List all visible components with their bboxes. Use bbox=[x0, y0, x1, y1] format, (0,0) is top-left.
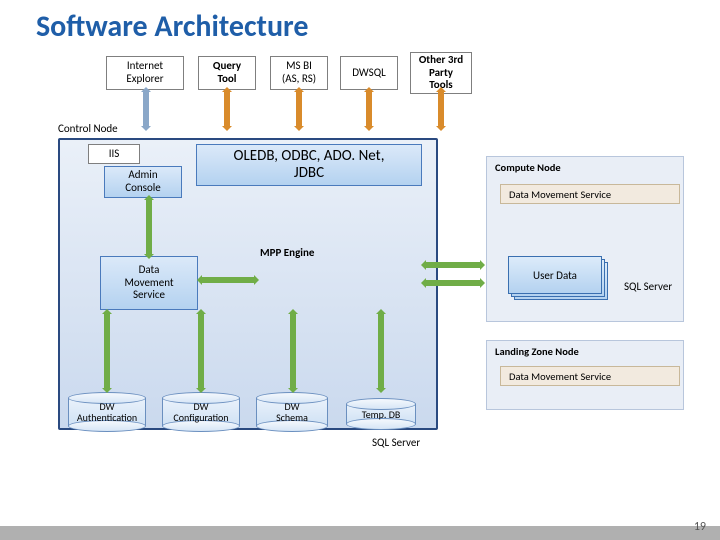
landing-dms-bar: Data Movement Service bbox=[500, 366, 680, 386]
page-title: Software Architecture bbox=[36, 8, 309, 45]
cylinder-1: DWConfiguration bbox=[162, 392, 240, 432]
data-api-label: OLEDB, ODBC, ADO. Net,JDBC bbox=[234, 148, 385, 183]
mpp-engine-label: MPP Engine bbox=[260, 246, 314, 259]
client-arrow-4 bbox=[436, 92, 446, 126]
cylinder-3: Temp. DB bbox=[346, 398, 416, 430]
client-arrow-3 bbox=[364, 92, 374, 126]
cylinder-0: DWAuthentication bbox=[68, 392, 146, 432]
client-box-1: QueryTool bbox=[198, 56, 256, 90]
control-node-label: Control Node bbox=[58, 122, 118, 135]
landing-node-label: Landing Zone Node bbox=[495, 345, 579, 358]
footer-bar bbox=[0, 526, 720, 540]
cyl-arrow-0 bbox=[102, 314, 112, 388]
compute-sql-label: SQL Server bbox=[624, 280, 672, 293]
dms-box: DataMovementService bbox=[100, 256, 198, 310]
cyl-arrow-2 bbox=[288, 314, 298, 388]
dms-label: DataMovementService bbox=[124, 264, 173, 302]
client-arrow-2 bbox=[294, 92, 304, 126]
arrow-mpp-compute bbox=[426, 260, 480, 270]
data-api-box: OLEDB, ODBC, ADO. Net,JDBC bbox=[196, 144, 422, 186]
cylinder-2: DWSchema bbox=[256, 392, 328, 432]
cyl-arrow-1 bbox=[196, 314, 206, 388]
client-arrow-0 bbox=[141, 92, 151, 126]
iis-box: IIS bbox=[88, 144, 140, 164]
client-arrow-1 bbox=[222, 92, 232, 126]
sql-server-label: SQL Server bbox=[372, 436, 420, 449]
client-box-0: InternetExplorer bbox=[106, 56, 184, 90]
compute-dms-label: Data Movement Service bbox=[509, 188, 611, 201]
client-box-3: DWSQL bbox=[340, 56, 398, 90]
user-data-label: User Data bbox=[508, 256, 602, 294]
user-data-stack: User Data bbox=[508, 256, 602, 294]
arrow-dms-mpp bbox=[202, 275, 254, 285]
landing-dms-label: Data Movement Service bbox=[509, 370, 611, 383]
client-box-2: MS BI(AS, RS) bbox=[270, 56, 328, 90]
admin-console-label: AdminConsole bbox=[125, 169, 161, 194]
compute-node-label: Compute Node bbox=[495, 161, 561, 174]
admin-console-box: AdminConsole bbox=[104, 166, 182, 198]
compute-dms-bar: Data Movement Service bbox=[500, 184, 680, 204]
cyl-arrow-3 bbox=[376, 314, 386, 388]
page-number: 19 bbox=[694, 520, 706, 534]
arrow-mpp-compute-2 bbox=[426, 278, 480, 288]
arrow-admin-dms bbox=[144, 200, 154, 254]
